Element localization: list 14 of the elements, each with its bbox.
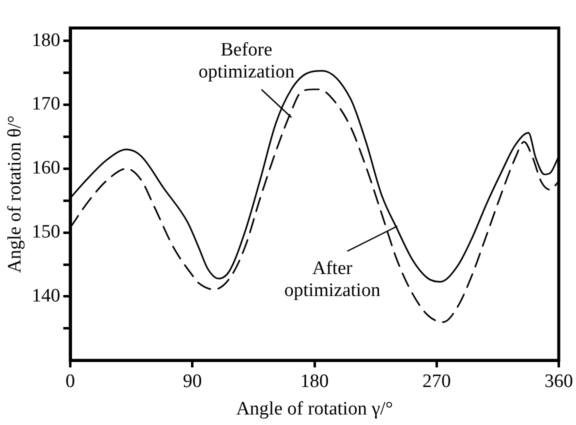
x-tick-label: 270 — [422, 370, 451, 392]
x-axis-title: Angle of rotation γ/° — [236, 398, 393, 420]
x-tick-label: 0 — [66, 370, 76, 392]
y-axis-title: Angle of rotation θ/° — [4, 115, 26, 273]
x-tick-label: 360 — [544, 370, 573, 392]
y-tick-label: 150 — [32, 222, 60, 243]
y-tick-label: 170 — [32, 94, 60, 115]
y-tick-label: 180 — [32, 30, 60, 51]
annotation: Before optimization — [198, 39, 295, 82]
y-tick-label: 160 — [32, 158, 60, 179]
x-tick-label: 180 — [300, 370, 329, 392]
x-tick-label: 90 — [182, 370, 202, 392]
annotation: After optimization — [284, 258, 381, 302]
y-tick-label: 140 — [32, 285, 60, 306]
